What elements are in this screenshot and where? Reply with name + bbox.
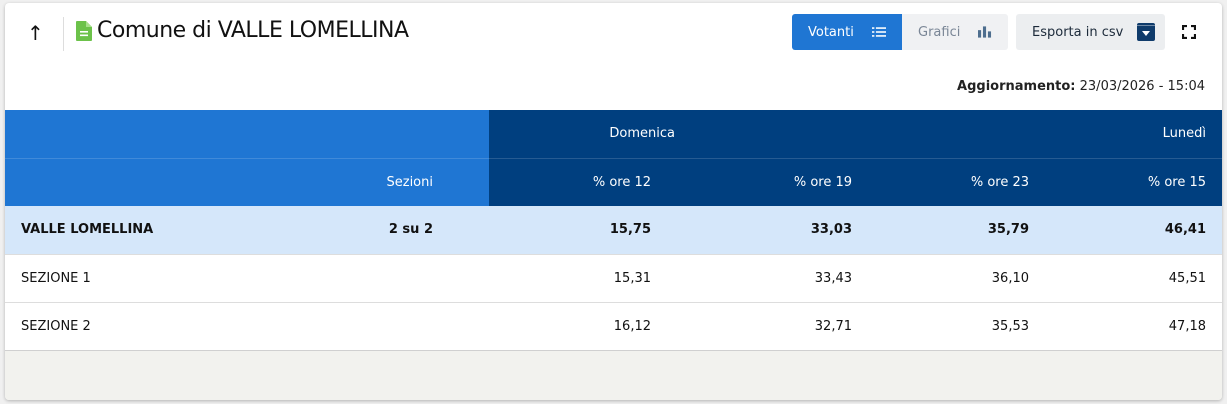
cell: 16,12 <box>489 302 667 351</box>
row-sezioni <box>271 254 489 303</box>
cell: 32,71 <box>667 302 868 351</box>
list-icon <box>871 27 886 37</box>
table-row: SEZIONE 1 15,31 33,43 36,10 45,51 <box>5 254 1222 303</box>
header-domenica: Domenica <box>489 110 1045 159</box>
fullscreen-icon[interactable] <box>1182 25 1196 39</box>
download-box-icon <box>1137 23 1156 41</box>
update-timestamp: Aggiornamento: 23/03/2026 - 15:04 <box>957 79 1205 94</box>
page-title: Comune di VALLE LOMELLINA <box>97 18 409 43</box>
update-label: Aggiornamento: <box>957 79 1076 94</box>
view-toggle: Votanti Grafici <box>792 14 1008 50</box>
cell: 46,41 <box>1045 206 1222 255</box>
divider <box>63 17 64 51</box>
export-label: Esporta in csv <box>1032 24 1124 40</box>
export-csv-button[interactable]: Esporta in csv <box>1016 14 1165 50</box>
row-name: SEZIONE 2 <box>5 302 271 351</box>
turnout-table: Domenica Lunedì Sezioni % ore 12 % ore 1… <box>5 110 1222 351</box>
table-row: SEZIONE 2 16,12 32,71 35,53 47,18 <box>5 302 1222 351</box>
row-name: SEZIONE 1 <box>5 254 271 303</box>
header-ore19: % ore 19 <box>667 158 868 206</box>
row-sezioni: 2 su 2 <box>271 206 489 255</box>
row-name: VALLE LOMELLINA <box>5 206 271 255</box>
results-card: ↑ Comune di VALLE LOMELLINA Votanti Graf… <box>5 3 1222 400</box>
cell: 33,03 <box>667 206 868 255</box>
grafici-button[interactable]: Grafici <box>902 14 1008 50</box>
bar-chart-icon <box>978 26 992 38</box>
votanti-button[interactable]: Votanti <box>792 14 902 50</box>
grafici-label: Grafici <box>918 24 961 40</box>
header-ore15: % ore 15 <box>1045 158 1222 206</box>
row-sezioni <box>271 302 489 351</box>
header-lunedi: Lunedì <box>1045 110 1222 159</box>
cell: 47,18 <box>1045 302 1222 351</box>
cell: 35,79 <box>868 206 1045 255</box>
cell: 15,31 <box>489 254 667 303</box>
document-icon <box>76 21 92 41</box>
table-row-total: VALLE LOMELLINA 2 su 2 15,75 33,03 35,79… <box>5 206 1222 255</box>
header-blank <box>5 110 489 159</box>
cell: 33,43 <box>667 254 868 303</box>
update-value: 23/03/2026 - 15:04 <box>1079 79 1205 94</box>
arrow-up-icon[interactable]: ↑ <box>27 21 44 45</box>
header-ore12: % ore 12 <box>489 158 667 206</box>
cell: 35,53 <box>868 302 1045 351</box>
cell: 45,51 <box>1045 254 1222 303</box>
cell: 15,75 <box>489 206 667 255</box>
header-ore23: % ore 23 <box>868 158 1045 206</box>
cell: 36,10 <box>868 254 1045 303</box>
header-sezioni: Sezioni <box>5 158 489 206</box>
card-header: ↑ Comune di VALLE LOMELLINA Votanti Graf… <box>5 3 1222 94</box>
votanti-label: Votanti <box>808 24 854 40</box>
card-footer <box>5 350 1222 400</box>
